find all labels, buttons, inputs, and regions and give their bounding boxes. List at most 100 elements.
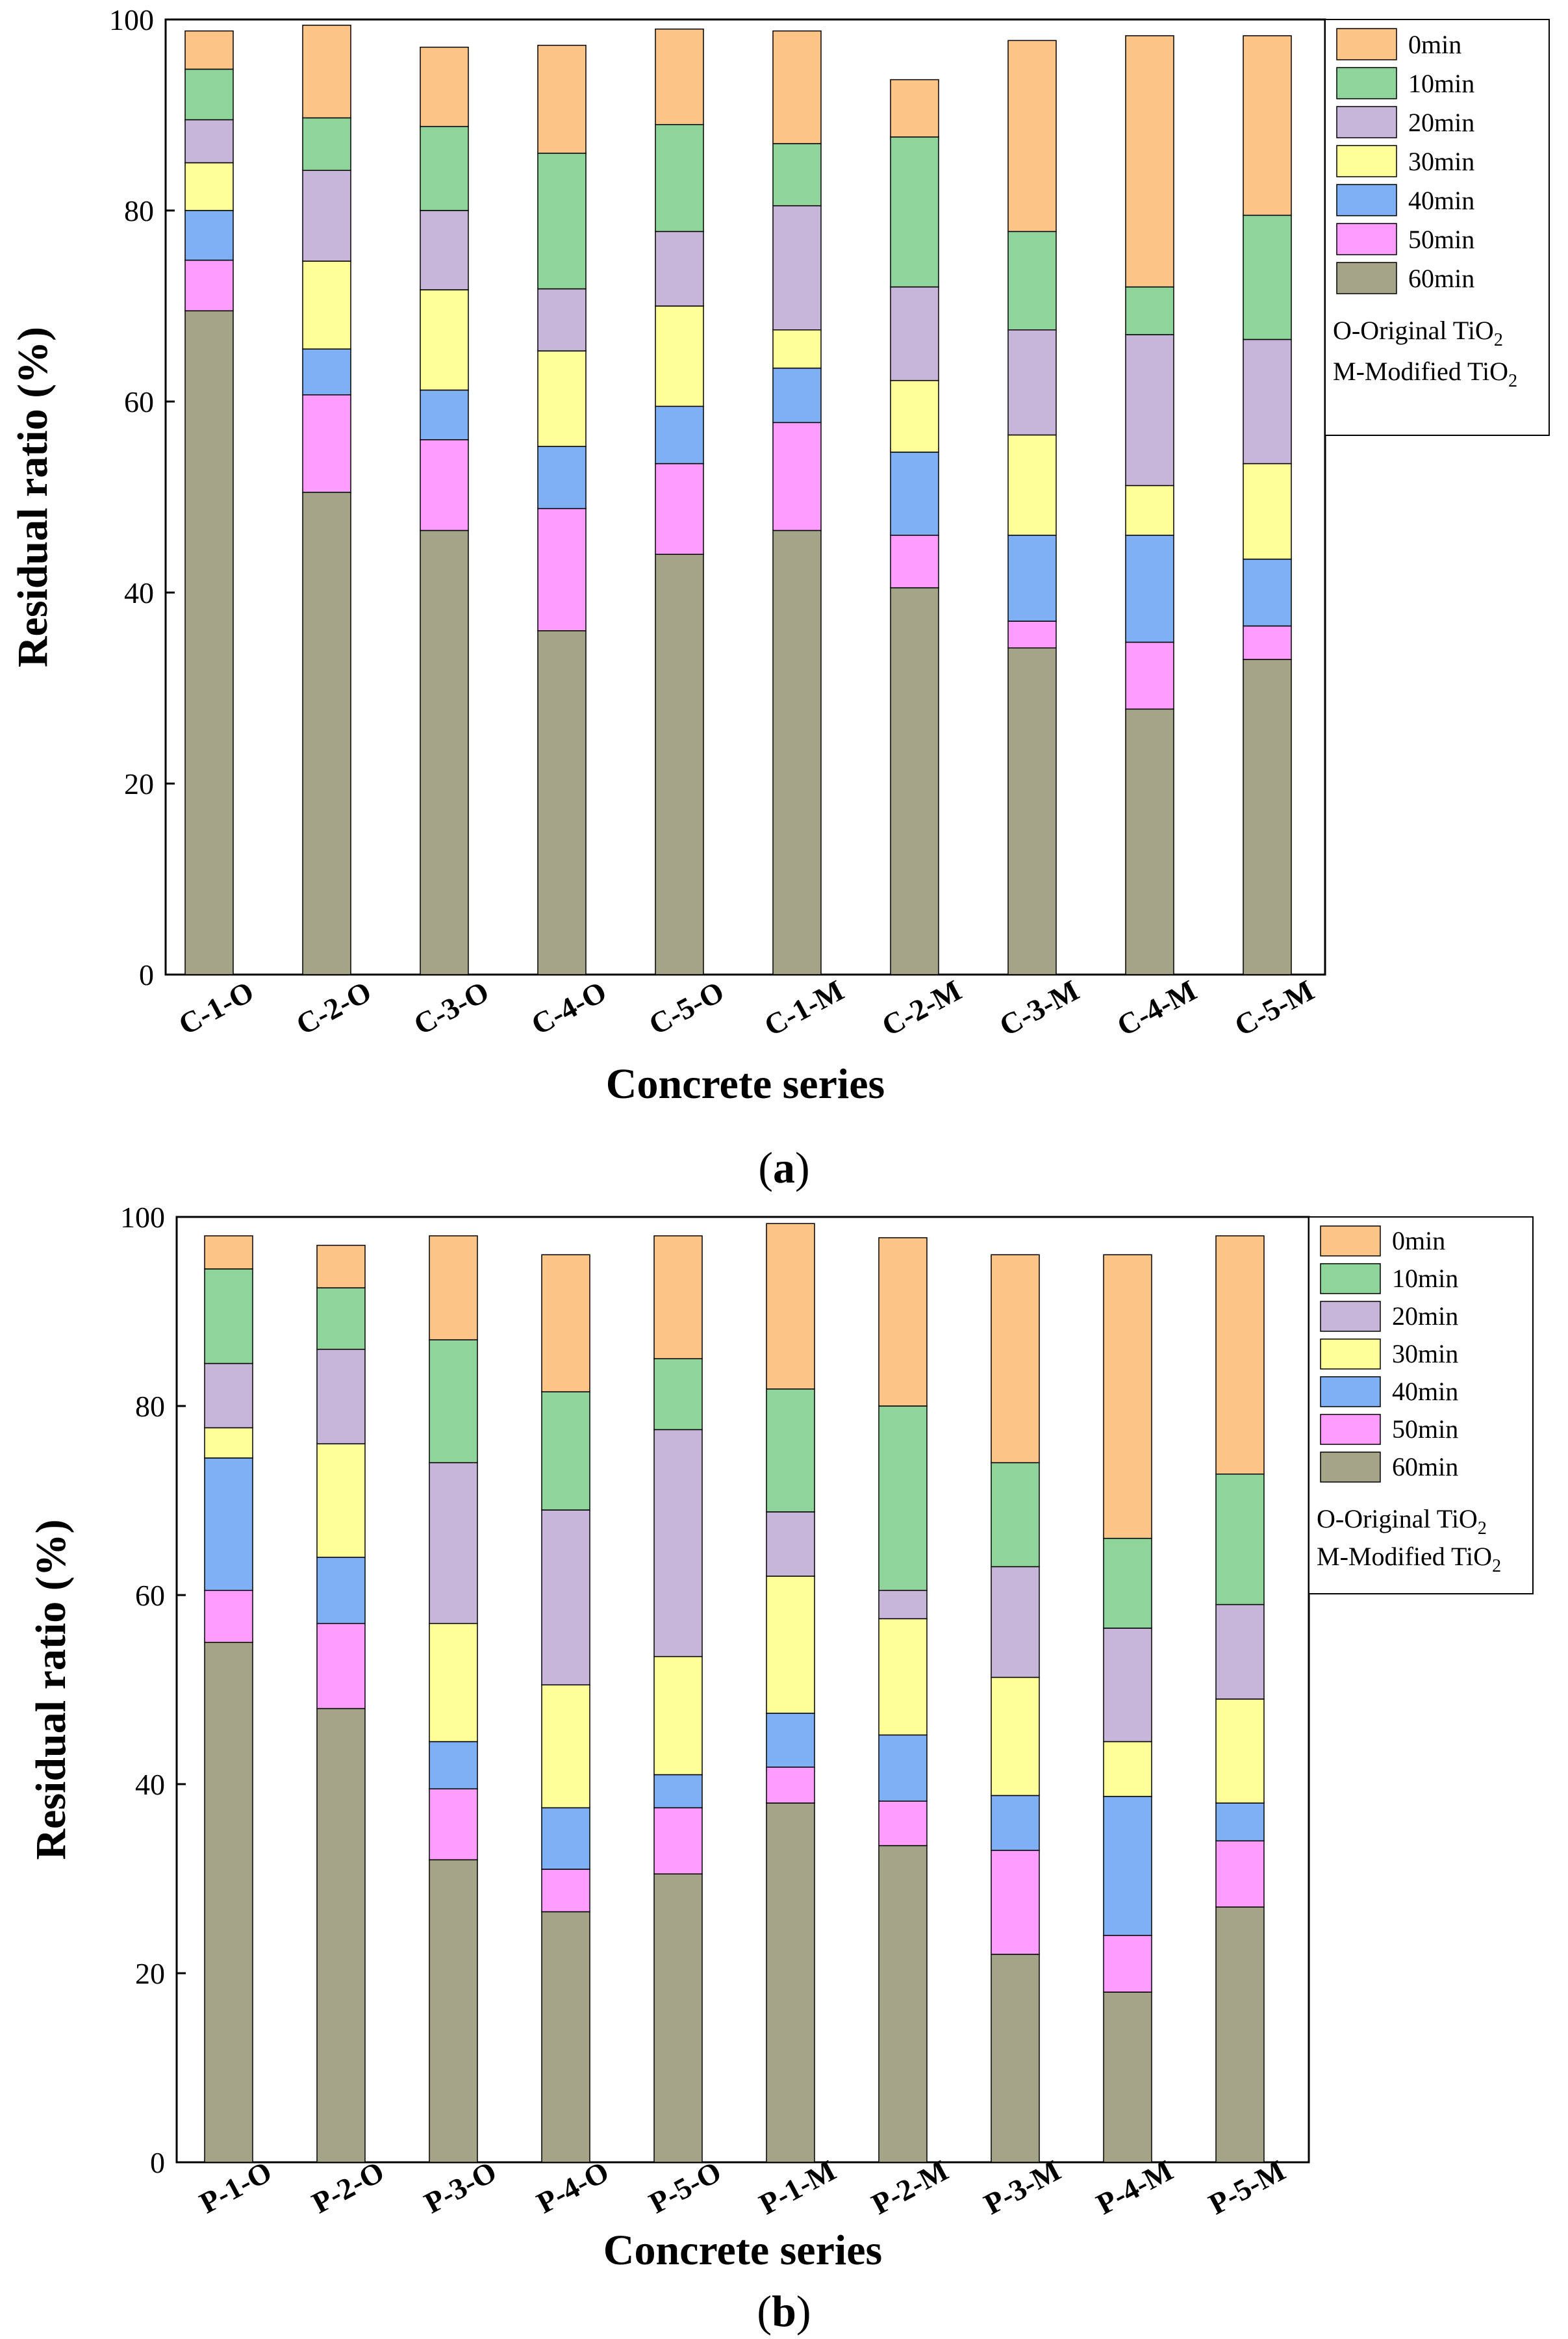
panel-b-bar-P-2-O-30min — [316, 1443, 366, 1558]
panel-a-bar-C-3-O-0min — [420, 46, 469, 127]
panel-a-bar-C-4-O-40min — [537, 446, 587, 509]
panel-a-bar-C-4-O-60min — [537, 630, 587, 975]
panel-b-xtick-label-P-2-O: P-2-O — [307, 2154, 390, 2219]
panel-a-bar-C-4-O-0min — [537, 44, 587, 154]
panel-b-bar-P-3-M-20min — [991, 1566, 1040, 1678]
panel-b-bar-P-2-M-60min — [878, 1845, 928, 2163]
panel-b-xtick-label-P-4-M: P-4-M — [1091, 2153, 1178, 2221]
panel-a-bar-C-5-M-20min — [1243, 339, 1292, 465]
panel-a-bar-C-4-M-40min — [1125, 535, 1174, 643]
panel-a-bar-C-2-M-60min — [890, 587, 939, 975]
panel-b-bar-P-2-O-0min — [316, 1244, 366, 1288]
panel-b-bar-P-5-O-0min — [653, 1235, 703, 1359]
panel-a-y-axis-title: Residual ratio (%) — [9, 327, 57, 667]
panel-b-y-axis-title: Residual ratio (%) — [27, 1519, 75, 1860]
panel-a-bar-C-2-M-50min — [890, 535, 939, 589]
panel-a-xtick-label-C-1-M: C-1-M — [759, 973, 849, 1042]
panel-b-bar-P-3-M-10min — [991, 1462, 1040, 1568]
panel-a-bar-C-1-M-30min — [772, 329, 822, 369]
panel-a-bar-C-1-O-10min — [184, 68, 234, 121]
panel-a-ytick-label: 80 — [124, 194, 154, 227]
panel-b-bar-P-1-O-50min — [204, 1589, 253, 1643]
panel-b-bar-P-2-M-30min — [878, 1618, 928, 1736]
panel-a-bar-C-2-M-30min — [890, 379, 939, 453]
panel-b-bar-P-4-O-20min — [541, 1509, 590, 1685]
panel-a-xtick-label-C-4-O: C-4-O — [526, 975, 612, 1042]
panel-b-legend-swatch-10min — [1320, 1263, 1381, 1294]
panel-b-bar-P-2-M-40min — [878, 1734, 928, 1802]
panel-a-bar-C-3-O-40min — [420, 389, 469, 441]
panel-b-legend: 0min 10min 20min 30min 40min 50min 60min O-Orig… — [1308, 1216, 1534, 1594]
panel-b-legend-label-40min: 40min — [1392, 1377, 1458, 1406]
panel-b-ytick-label: 40 — [135, 1768, 165, 1801]
panel-b-bar-P-1-M-10min — [766, 1388, 815, 1513]
panel-b-bar-P-2-O-60min — [316, 1707, 366, 2163]
panel-b-bar-P-4-O-0min — [541, 1254, 590, 1392]
panel-a-bar-C-3-M-0min — [1007, 40, 1057, 233]
panel-a-bar-C-3-M-20min — [1007, 329, 1057, 436]
panel-a-legend-swatch-50min — [1336, 223, 1397, 255]
panel-a-bar-C-5-O-20min — [655, 231, 704, 307]
panel-a-plot-frame — [164, 18, 1326, 976]
panel-b-bar-P-4-O-10min — [541, 1391, 590, 1511]
panel-a-bar-C-5-M-60min — [1243, 659, 1292, 975]
panel-b-bar-P-1-M-20min — [766, 1511, 815, 1577]
panel-b-bar-P-4-M-40min — [1103, 1796, 1152, 1936]
panel-a-bar-C-4-M-50min — [1125, 641, 1174, 710]
panel-a-legend-label-50min: 50min — [1408, 225, 1474, 254]
panel-b-bar-P-3-O-60min — [429, 1859, 478, 2163]
panel-b-ytick-label: 20 — [135, 1957, 165, 1990]
panel-b-legend-label-20min: 20min — [1392, 1301, 1458, 1331]
panel-b-bar-P-5-O-10min — [653, 1358, 703, 1431]
panel-a-bar-C-1-O-60min — [184, 310, 234, 975]
panel-a-legend-note-modified: M-Modified TiO2 — [1333, 357, 1517, 391]
panel-a-bar-C-5-M-10min — [1243, 214, 1292, 340]
panel-a-xtick-label-C-5-M: C-5-M — [1229, 973, 1319, 1042]
panel-a-bar-C-1-O-40min — [184, 210, 234, 261]
panel-a-bar-C-5-O-0min — [655, 28, 704, 125]
panel-a-bar-C-4-M-60min — [1125, 708, 1174, 975]
panel-a-legend-swatch-60min — [1336, 262, 1397, 294]
panel-a-legend-swatch-30min — [1336, 145, 1397, 177]
panel-a-bar-C-4-M-10min — [1125, 286, 1174, 335]
panel-b-bar-P-2-O-50min — [316, 1622, 366, 1709]
panel-b-legend-swatch-60min — [1320, 1451, 1381, 1483]
panel-a-bar-C-5-O-10min — [655, 123, 704, 233]
panel-b-xtick-label-P-3-O: P-3-O — [419, 2154, 502, 2219]
panel-b-bar-P-5-O-30min — [653, 1655, 703, 1776]
panel-b-plot-frame — [175, 1216, 1310, 2164]
panel-b-xtick-label-P-3-M: P-3-M — [978, 2153, 1065, 2221]
panel-b-bar-P-5-O-50min — [653, 1807, 703, 1874]
panel-a-bar-C-1-O-0min — [184, 30, 234, 70]
panel-b-legend-swatch-50min — [1320, 1414, 1381, 1445]
panel-a-bar-C-4-O-10min — [537, 153, 587, 290]
panel-b-bar-P-3-O-10min — [429, 1339, 478, 1464]
panel-a-bar-C-5-M-0min — [1243, 35, 1292, 216]
panel-a-bar-C-3-M-40min — [1007, 535, 1057, 622]
panel-a-legend-label-60min: 60min — [1408, 264, 1474, 293]
panel-b-xtick-label-P-1-O: P-1-O — [194, 2154, 277, 2219]
panel-a-bar-C-5-O-50min — [655, 463, 704, 555]
panel-b-bar-P-3-O-30min — [429, 1622, 478, 1743]
panel-a-bar-C-3-O-60min — [420, 530, 469, 975]
panel-b-bar-P-5-O-60min — [653, 1873, 703, 2163]
panel-a-legend-label-30min: 30min — [1408, 147, 1474, 176]
panel-b-bar-P-5-O-20min — [653, 1429, 703, 1657]
panel-a-bar-C-1-O-50min — [184, 259, 234, 312]
panel-b-bar-P-1-O-40min — [204, 1457, 253, 1591]
panel-b-bar-P-3-M-60min — [991, 1954, 1040, 2163]
panel-a-xtick-label-C-2-M: C-2-M — [876, 973, 967, 1042]
panel-b-legend-label-60min: 60min — [1392, 1452, 1458, 1481]
panel-b-bar-P-4-M-10min — [1103, 1537, 1152, 1629]
panel-b-xtick-label-P-2-M: P-2-M — [866, 2153, 953, 2221]
panel-b-bar-P-4-M-20min — [1103, 1628, 1152, 1743]
panel-b-legend-swatch-20min — [1320, 1301, 1381, 1332]
panel-b-bar-P-1-O-60min — [204, 1642, 253, 2163]
panel-b-caption: (b) — [757, 2286, 811, 2336]
panel-a-legend-label-20min: 20min — [1408, 108, 1474, 137]
panel-b-bar-P-4-M-30min — [1103, 1741, 1152, 1797]
panel-a-ytick-label: 0 — [139, 958, 154, 991]
panel-b-xtick-label-P-4-O: P-4-O — [531, 2154, 614, 2219]
panel-a-xtick-label-C-3-O: C-3-O — [409, 975, 494, 1042]
